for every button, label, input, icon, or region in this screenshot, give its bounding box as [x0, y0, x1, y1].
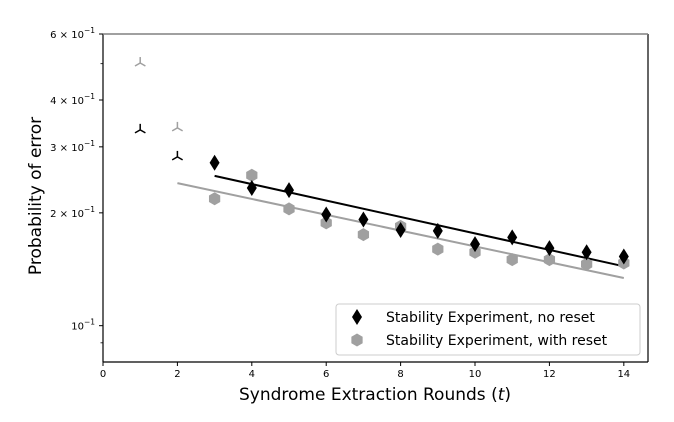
hexagon-marker — [246, 168, 258, 182]
diamond-marker — [209, 154, 220, 171]
hexagon-marker — [543, 253, 556, 267]
y-ticks: 6 × 10−1 4 × 10−1 3 × 10−1 2 × 10−1 10−1 — [50, 26, 103, 344]
hexagon-marker — [208, 192, 221, 206]
y-tick-label: 10−1 — [71, 318, 95, 333]
hexagon-marker — [506, 253, 518, 267]
legend-diamond-marker — [352, 309, 362, 325]
x-ticks: 0 2 4 6 8 10 12 14 — [100, 362, 630, 380]
tri-down-stroke — [171, 127, 178, 132]
diamond-marker — [507, 229, 518, 246]
y-tick-label: 3 × 10−1 — [50, 139, 95, 154]
x-tick-label: 8 — [397, 369, 403, 380]
diamond-marker — [618, 248, 629, 265]
diamond-marker — [470, 236, 481, 253]
diamond-marker — [321, 206, 332, 223]
legend-hexagon-marker — [351, 333, 363, 347]
diamond-marker — [581, 244, 592, 261]
y-tick-label: 6 × 10−1 — [50, 26, 95, 41]
data-markers — [134, 57, 630, 271]
x-axis-label: Syndrome Extraction Rounds (t) — [239, 385, 511, 405]
x-tick-label: 4 — [249, 369, 255, 380]
x-tick-label: 10 — [469, 369, 482, 380]
diamond-marker — [432, 222, 443, 239]
tri-down-stroke — [177, 156, 183, 161]
tri-down-stroke — [134, 62, 141, 67]
tri-down-marker — [171, 121, 183, 132]
legend-label-no-reset: Stability Experiment, no reset — [386, 310, 595, 326]
x-tick-label: 6 — [323, 369, 329, 380]
legend: Stability Experiment, no reset Stability… — [335, 303, 641, 356]
x-tick-label: 14 — [617, 369, 630, 380]
x-tick-label: 0 — [100, 369, 106, 380]
tri-down-stroke — [139, 129, 146, 134]
diamond-marker — [395, 221, 406, 238]
fit-line-no-reset — [214, 174, 625, 268]
legend-frame — [335, 303, 641, 356]
tri-down-stroke — [177, 127, 183, 132]
diamond-marker — [284, 182, 295, 199]
diamond-marker — [246, 179, 257, 196]
tri-down-marker — [134, 123, 146, 134]
y-tick-label: 4 × 10−1 — [50, 92, 95, 107]
hexagon-marker — [469, 245, 481, 259]
hexagon-marker — [432, 242, 444, 256]
tri-down-marker — [134, 57, 146, 67]
diamond-marker — [544, 240, 555, 257]
tri-down-stroke — [171, 156, 178, 161]
hexagon-marker — [320, 216, 332, 230]
tri-down-stroke — [134, 129, 141, 134]
hexagon-marker — [580, 257, 593, 271]
tri-down-marker — [171, 150, 183, 161]
diamond-marker — [358, 211, 369, 228]
legend-label-with-reset: Stability Experiment, with reset — [386, 333, 608, 349]
hexagon-marker — [283, 202, 295, 216]
y-tick-label: 2 × 10−1 — [50, 205, 95, 220]
y-axis-label: Probability of error — [26, 117, 46, 275]
x-tick-label: 2 — [174, 369, 180, 380]
hexagon-marker — [357, 228, 370, 242]
tri-down-stroke — [139, 62, 146, 67]
x-tick-label: 12 — [543, 369, 556, 380]
x-axis-label-variable: t — [498, 385, 506, 405]
